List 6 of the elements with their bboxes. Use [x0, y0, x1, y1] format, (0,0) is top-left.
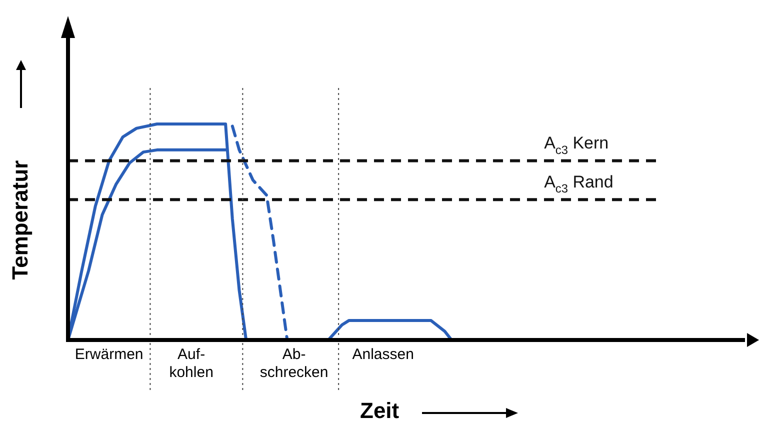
x-tick-label: Ab- schrecken [260, 346, 328, 382]
x-tick-label: Erwärmen [74, 346, 144, 364]
x-tick-label: Anlassen [352, 346, 414, 364]
x-axis-title: Zeit [360, 398, 400, 424]
y-axis-title: Temperatur [8, 160, 34, 280]
x-tick-label: Auf- kohlen [169, 346, 214, 382]
